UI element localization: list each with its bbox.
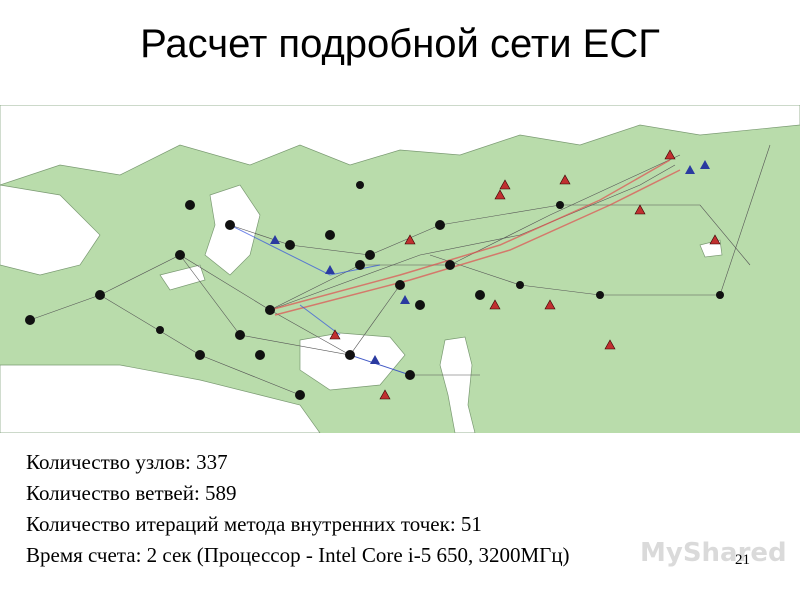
stat-line: Количество ветвей: 589 xyxy=(26,481,237,505)
consumers xyxy=(270,160,710,364)
watermark: MyShared xyxy=(640,538,787,568)
sources xyxy=(329,149,721,400)
stat-line: Количество итераций метода внутренних то… xyxy=(26,512,482,536)
network-map xyxy=(0,105,800,433)
page-number: 21 xyxy=(735,552,750,568)
slide-title: Расчет подробной сети ЕСГ xyxy=(140,22,660,66)
main-corridor xyxy=(269,159,681,316)
blue-links xyxy=(229,224,411,376)
nodes xyxy=(25,181,724,400)
stat-line: Время счета: 2 сек (Процессор - Intel Co… xyxy=(26,543,570,567)
water xyxy=(0,105,800,433)
stat-line: Количество узлов: 337 xyxy=(26,450,228,474)
